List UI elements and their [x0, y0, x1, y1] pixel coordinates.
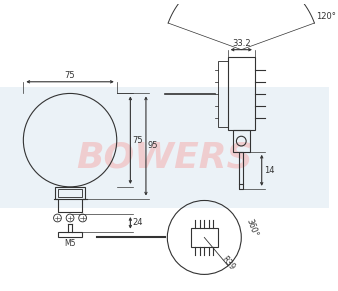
- Text: 33.2: 33.2: [232, 39, 250, 48]
- Text: 75: 75: [65, 71, 75, 80]
- Bar: [239, 152, 243, 184]
- Polygon shape: [0, 87, 329, 208]
- Bar: [55, 187, 84, 198]
- Bar: [233, 130, 250, 152]
- Text: 360°: 360°: [244, 217, 259, 238]
- Text: 120°: 120°: [316, 12, 336, 21]
- Text: 95: 95: [148, 141, 159, 150]
- Bar: [58, 189, 82, 197]
- Text: M5: M5: [64, 239, 76, 249]
- Text: 24: 24: [132, 218, 143, 227]
- Text: R39: R39: [219, 255, 236, 272]
- Bar: [58, 232, 82, 237]
- Text: 14: 14: [264, 166, 274, 175]
- Text: BOWERS: BOWERS: [76, 141, 253, 175]
- Bar: [191, 228, 218, 247]
- Bar: [218, 61, 228, 127]
- Text: 75: 75: [132, 136, 143, 145]
- Bar: [228, 57, 255, 130]
